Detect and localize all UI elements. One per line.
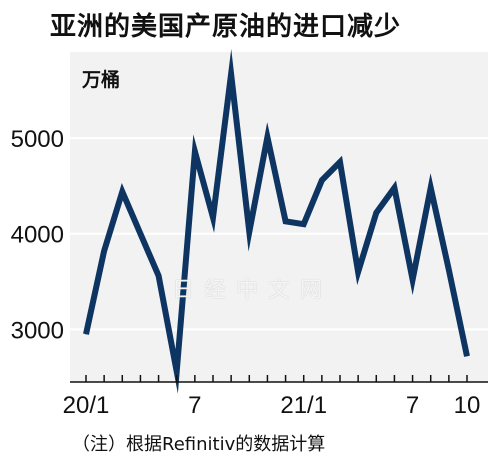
data-point (212, 216, 214, 218)
data-point (121, 191, 123, 193)
x-axis: 20/1 7 21/1 7 10 (63, 375, 488, 419)
data-point (230, 73, 232, 75)
watermark: 日经中文网 (172, 278, 333, 303)
data-point (430, 187, 432, 189)
x-tick-label: 20/1 (63, 392, 110, 419)
data-point (158, 275, 160, 277)
chart-title: 亚洲的美国产原油的进口减少 (50, 12, 402, 42)
data-point (266, 136, 268, 138)
data-point (176, 370, 178, 372)
data-point (375, 212, 377, 214)
data-point (466, 355, 468, 357)
data-point (303, 223, 305, 225)
y-axis-unit-label: 万桶 (81, 68, 120, 91)
source-note: （注）根据Refinitiv的数据计算 (72, 434, 326, 455)
data-point (285, 220, 287, 222)
y-axis-ticks: 3000 4000 5000 (11, 126, 64, 344)
series (83, 48, 470, 394)
data-point (357, 271, 359, 273)
x-tick-label: 7 (406, 392, 419, 419)
x-tick-label: 10 (454, 392, 481, 419)
data-point (194, 150, 196, 152)
data-point (248, 231, 250, 233)
y-tick-label: 3000 (11, 317, 64, 344)
data-point (85, 333, 87, 335)
y-tick-label: 5000 (11, 126, 64, 153)
data-point (393, 187, 395, 189)
series-line (83, 48, 470, 394)
x-tick-label: 21/1 (280, 392, 327, 419)
data-point (103, 250, 105, 252)
plot-area (70, 52, 488, 382)
data-point (139, 233, 141, 235)
data-point (412, 279, 414, 281)
data-point (339, 161, 341, 163)
data-point (321, 179, 323, 181)
x-tick-label: 7 (188, 392, 201, 419)
y-tick-label: 4000 (11, 222, 64, 249)
data-point (448, 269, 450, 271)
